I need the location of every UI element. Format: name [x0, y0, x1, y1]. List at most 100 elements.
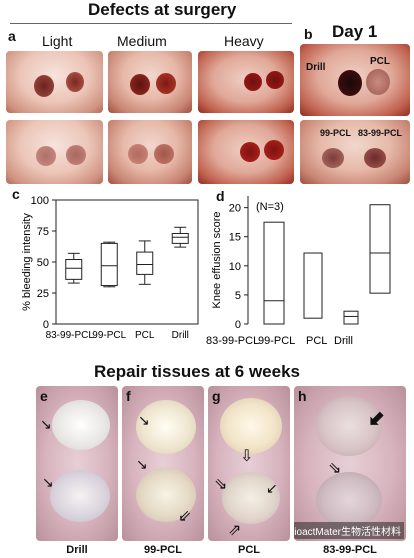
- photo-heavy-bottom: [198, 120, 294, 184]
- box-PCL: [343, 310, 359, 325]
- bottom-label-drill: Drill: [66, 544, 88, 556]
- title-repair-tissues: Repair tissues at 6 weeks: [94, 362, 301, 381]
- column-header-medium: Medium: [117, 33, 167, 49]
- repair-disc: [50, 470, 110, 522]
- photo-day1-99pcl-83pcl: 99-PCL 83-99-PCL: [300, 120, 410, 184]
- panel-label-h: h: [298, 388, 307, 404]
- arrow-icon: ↙: [266, 480, 278, 496]
- title-day-1: Day 1: [332, 22, 378, 41]
- x-tick-label: 83-99-PCL: [46, 330, 95, 341]
- photo-repair-83-99pcl: h ⬋ ⇘ BioactMater生物活性材料: [294, 386, 406, 541]
- box-83-99-PCL: [65, 259, 83, 280]
- repair-disc: [316, 396, 382, 456]
- title-underline: [10, 23, 292, 24]
- y-tick-label: 0: [43, 319, 49, 331]
- x-tick-label: 83-99-PCL: [206, 335, 259, 347]
- label-pcl: PCL: [370, 56, 390, 67]
- bottom-label-83-99-pcl: 83-99-PCL: [323, 544, 377, 556]
- arrow-icon: ↘: [136, 456, 148, 472]
- defect-hole: [266, 71, 284, 89]
- defect-hole: [240, 142, 260, 162]
- x-tick-label: PCL: [135, 330, 155, 341]
- panel-label-d: d: [216, 188, 225, 204]
- bottom-label-pcl: PCL: [238, 544, 260, 556]
- defect-hole: [264, 140, 284, 160]
- photo-medium-bottom: [108, 120, 192, 184]
- repair-disc: [52, 400, 110, 450]
- photo-day1-drill-pcl: Drill PCL: [300, 44, 410, 116]
- defect-hole: [338, 70, 362, 96]
- photo-light-bottom: [6, 120, 103, 184]
- open-arrow-icon: ⇩: [240, 448, 254, 465]
- repair-disc: [222, 472, 280, 524]
- defect-hole: [154, 144, 174, 164]
- bleeding-intensity-box-chart: 0 25 50 75 100 % bleeding intensity 83-99-PCL9…: [21, 195, 199, 341]
- box-Drill: [369, 204, 391, 294]
- x-tick-label: Drill: [172, 330, 189, 341]
- photo-repair-pcl: g ⇩ ⇘ ↙ ⇗: [208, 386, 290, 541]
- label-99-pcl: 99-PCL: [320, 128, 352, 138]
- open-arrow-icon: ⇘: [214, 476, 228, 493]
- open-arrow-icon: ⇙: [178, 508, 192, 525]
- knee-effusion-box-chart: 0 5 10 15 20 Knee effusion score (N=3) 83-99-PC…: [206, 196, 391, 347]
- photo-repair-99pcl: f ↘ ↘ ⇙: [122, 386, 204, 541]
- box-83-99-PCL: [263, 221, 285, 325]
- y-tick-label: 25: [37, 288, 49, 300]
- open-arrow-icon: ⇘: [328, 460, 342, 477]
- photo-medium-top: [108, 51, 192, 113]
- y-axis-label: % bleeding intensity: [21, 213, 33, 311]
- defect-hole: [366, 69, 390, 95]
- y-axis-label: Knee effusion score: [211, 211, 223, 308]
- panel-label-e: e: [40, 388, 48, 404]
- defect-hole: [156, 73, 176, 94]
- y-tick-label: 20: [229, 203, 241, 215]
- x-tick-label: PCL: [306, 335, 327, 347]
- defect-hole: [34, 75, 54, 97]
- x-tick-label: 99-PCL: [258, 335, 295, 347]
- repair-disc: [220, 398, 282, 454]
- column-header-light: Light: [42, 33, 73, 49]
- open-arrow-icon: ⇗: [228, 522, 242, 539]
- defect-hole: [128, 144, 148, 164]
- defect-hole: [322, 148, 344, 168]
- watermark: BioactMater生物活性材料: [294, 522, 404, 539]
- panel-label-a: a: [8, 28, 16, 44]
- repair-disc: [136, 468, 196, 522]
- label-drill: Drill: [306, 62, 326, 73]
- y-tick-label: 100: [31, 195, 49, 207]
- panel-label-b: b: [304, 26, 313, 42]
- panel-label-c: c: [12, 186, 20, 202]
- y-tick-label: 0: [235, 319, 241, 331]
- defect-hole: [36, 146, 56, 166]
- column-header-heavy: Heavy: [224, 33, 264, 49]
- arrow-icon: ↘: [40, 416, 52, 432]
- defect-hole: [66, 72, 84, 92]
- filled-arrow-icon: ⬋: [368, 408, 385, 430]
- defect-hole: [130, 74, 150, 95]
- y-tick-label: 50: [37, 257, 49, 269]
- y-tick-label: 75: [37, 226, 49, 238]
- defect-hole: [66, 145, 86, 165]
- x-tick-label: Drill: [334, 335, 353, 347]
- sample-size-annotation: (N=3): [256, 201, 284, 213]
- box-Drill: [171, 232, 189, 244]
- photo-repair-drill: e ↘ ↘: [36, 386, 118, 541]
- defect-hole: [364, 148, 386, 168]
- y-tick-label: 5: [235, 290, 241, 302]
- x-tick-label: 99-PCL: [92, 330, 126, 341]
- bottom-label-99-pcl: 99-PCL: [144, 544, 182, 556]
- title-defects-at-surgery: Defects at surgery: [88, 0, 237, 19]
- y-tick-label: 10: [229, 261, 241, 273]
- repair-disc: [316, 472, 382, 528]
- box-99-PCL: [100, 242, 118, 287]
- panel-label-g: g: [212, 388, 221, 404]
- arrow-icon: ↘: [42, 474, 54, 490]
- box-PCL: [136, 251, 154, 275]
- arrow-icon: ↘: [138, 412, 150, 428]
- defect-hole: [244, 73, 262, 91]
- label-83-99-pcl: 83-99-PCL: [358, 128, 403, 138]
- repair-disc: [136, 400, 196, 454]
- photo-light-top: [6, 51, 103, 113]
- y-tick-label: 15: [229, 232, 241, 244]
- box-99-PCL: [303, 252, 323, 319]
